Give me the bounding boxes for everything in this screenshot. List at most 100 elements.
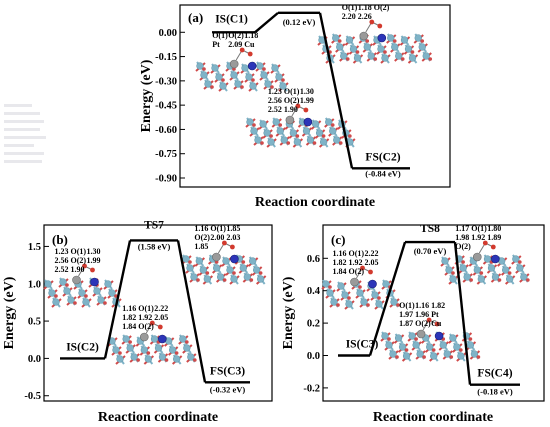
slab-oxygen: [249, 278, 254, 282]
inset-label: 2.56: [268, 96, 282, 105]
inset-label: 1.18: [358, 3, 372, 12]
slab-atom: [457, 352, 465, 360]
panel-b: (b) Reaction coordinate Energy (eV) 1.51…: [2, 219, 273, 425]
slab-oxygen: [507, 271, 512, 275]
slab-oxygen: [336, 303, 340, 307]
plot-frame: [322, 224, 545, 402]
slab-atom: [215, 73, 223, 81]
slab-oxygen: [164, 358, 169, 362]
slab-atom: [418, 43, 426, 51]
slab-atom: [325, 118, 333, 126]
slab-atom: [390, 298, 398, 306]
slab-oxygen: [128, 340, 132, 344]
oxygen-atom: [157, 324, 163, 330]
oxygen-atom: [295, 103, 301, 109]
inset-label: O(2): [349, 267, 365, 276]
inset-label: O(2): [228, 31, 244, 40]
panel-label: (a): [188, 10, 203, 25]
slab-atom: [349, 45, 358, 53]
slab-atom: [217, 273, 225, 281]
oxygen-atom: [360, 265, 365, 271]
y-tick-label: -0.15: [155, 52, 177, 63]
slab-oxygen: [449, 355, 454, 359]
inset-label: O(1): [471, 224, 487, 233]
slab-atom: [140, 346, 148, 354]
slab-atom: [249, 257, 257, 265]
slab-oxygen: [476, 355, 481, 359]
slab-atom: [280, 136, 288, 144]
oxygen-atom: [369, 19, 375, 25]
inset-label: 1.85: [194, 242, 208, 251]
pt-atom: [359, 31, 369, 41]
state-label: FS(C4): [477, 368, 512, 380]
slab-atom: [483, 255, 492, 263]
slab-oxygen: [518, 260, 522, 264]
panel-c: (c) Reaction coordinate Energy (eV) 0.60…: [281, 223, 545, 425]
inset-label: O(1): [212, 31, 228, 40]
inset-label: 2.52: [268, 105, 282, 114]
inset-label: 1.85: [226, 224, 240, 233]
x-axis-label: Reaction coordinate: [373, 410, 493, 425]
inset-label: O(1): [138, 304, 154, 313]
x-axis-label: Reaction coordinate: [98, 410, 218, 425]
oxygen-atom: [90, 267, 95, 273]
y-tick-label: 0.0: [307, 351, 320, 362]
slab-atom: [169, 346, 177, 354]
slab-atom: [195, 257, 203, 265]
slab-atom: [360, 298, 368, 306]
slab-atom: [463, 273, 471, 281]
slab-oxygen: [185, 340, 189, 344]
slab-atom: [253, 266, 261, 274]
slab-atom: [333, 136, 341, 144]
slab-atom: [516, 264, 524, 272]
inset-label: 1.23: [55, 247, 69, 256]
slab-atom: [337, 282, 345, 290]
slab-atom: [213, 264, 221, 272]
slab-atom: [389, 350, 397, 358]
state-label: TS8: [420, 223, 440, 235]
slab-atom: [520, 273, 528, 281]
y-tick-label: -0.75: [155, 149, 177, 160]
y-tick-label: -0.2: [303, 383, 320, 394]
oxygen-atom: [247, 51, 253, 57]
slab-oxygen: [337, 39, 342, 43]
slab-oxygen: [459, 348, 463, 352]
slab-atom: [422, 52, 430, 60]
slab-atom: [150, 335, 159, 343]
slab-atom: [470, 350, 479, 358]
inset-label: 1.90: [284, 105, 298, 114]
slab-atom: [453, 343, 461, 351]
slab-atom: [385, 341, 393, 349]
slab-atom: [400, 36, 409, 44]
slab-atom: [260, 71, 268, 79]
slab-oxygen: [451, 271, 455, 275]
y-tick-label: -0.60: [155, 125, 177, 136]
slab-oxygen: [355, 50, 360, 54]
slab-atom: [52, 298, 60, 306]
slab-oxygen: [400, 57, 405, 61]
pt-atom: [416, 329, 426, 339]
slab-oxygen: [366, 303, 370, 307]
oxygen-atom: [239, 47, 245, 53]
slab-atom: [271, 64, 279, 72]
panel-label: (b): [52, 232, 68, 247]
slab-atom: [173, 355, 181, 363]
energy-value-label: (-0.32 eV): [210, 384, 246, 394]
inset-label: 2.22: [365, 249, 379, 258]
inset-label: 1.98: [455, 233, 469, 242]
slab-atom: [104, 280, 112, 288]
y-tick-label: -0.45: [155, 101, 177, 112]
slab-atom: [204, 80, 212, 88]
slab-oxygen: [338, 141, 343, 145]
slab-oxygen: [295, 134, 300, 138]
oxygen-atom: [482, 240, 488, 246]
slab-atom: [211, 64, 219, 72]
structure-insets: 1.16 O(1) 2.221.82 1.92 2.051.84 O(2)1.17 O(1)…: [321, 224, 530, 362]
slab-oxygen: [469, 278, 473, 282]
slab-atom: [329, 127, 337, 135]
slab-atom: [341, 291, 349, 299]
energy-value-label: (-0.18 eV): [477, 387, 513, 397]
slab-atom: [340, 52, 348, 60]
slab-oxygen: [269, 134, 273, 138]
slab-atom: [404, 45, 413, 53]
